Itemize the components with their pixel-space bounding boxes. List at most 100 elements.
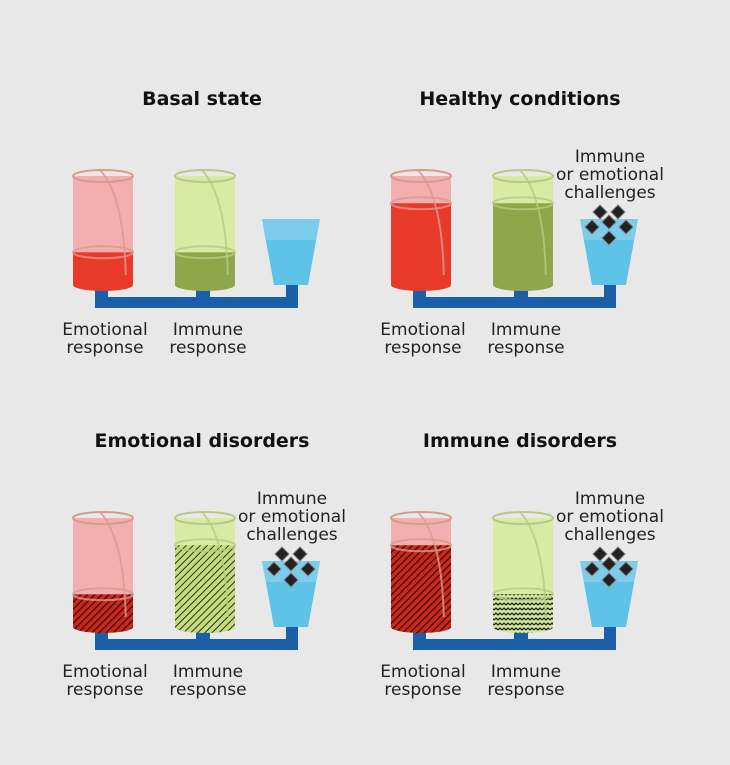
emotional-cylinder xyxy=(72,169,134,291)
panel-title: Immune disorders xyxy=(423,430,617,452)
challenge-label: or emotional xyxy=(556,507,664,527)
challenge-label: or emotional xyxy=(238,507,346,527)
immune-cylinder-handle-line xyxy=(201,511,229,618)
immune-cylinder xyxy=(492,169,554,291)
emotional-cylinder-bottom xyxy=(73,621,133,633)
immune-cylinder-bottom xyxy=(493,621,553,633)
challenge-particle xyxy=(618,561,634,577)
immune-cylinder-top-rim xyxy=(174,511,236,525)
panel-title: Healthy conditions xyxy=(419,88,620,110)
emotional-response-label: Emotional xyxy=(62,320,147,340)
panel-0: Basal stateEmotionalresponseImmunerespon… xyxy=(62,88,320,358)
emotional-response-label: Emotional xyxy=(62,662,147,682)
emotional-cylinder-fill xyxy=(391,545,451,627)
challenge-particle xyxy=(584,219,600,235)
emotional-response-label: response xyxy=(384,680,461,700)
challenge-particle xyxy=(283,572,299,588)
immune-cylinder-bottom xyxy=(493,279,553,291)
immune-cylinder-level-rim xyxy=(492,587,554,602)
challenge-label: challenges xyxy=(246,525,337,545)
emotional-cylinder-top-rim xyxy=(72,511,134,525)
immune-cylinder-bottom xyxy=(175,621,235,633)
challenge-particle xyxy=(601,214,617,230)
challenge-particle xyxy=(610,546,626,562)
challenge-label: challenges xyxy=(564,183,655,203)
challenge-particle xyxy=(292,546,308,562)
emotional-cylinder-bottom xyxy=(391,279,451,291)
emotional-response-label: response xyxy=(66,338,143,358)
connecting-pipe xyxy=(413,627,616,650)
immune-cylinder-top-rim xyxy=(492,511,554,525)
emotional-cylinder-handle-line xyxy=(99,511,127,618)
immune-cylinder-fill xyxy=(493,203,553,285)
immune-cylinder-bottom xyxy=(175,279,235,291)
immune-response-label: response xyxy=(169,680,246,700)
emotional-cylinder xyxy=(390,169,452,291)
emotional-cylinder-handle-line xyxy=(417,511,445,618)
connecting-pipe xyxy=(95,285,298,308)
challenge-particle xyxy=(584,561,600,577)
challenge-particle xyxy=(601,230,617,246)
emotional-cylinder-level-rim xyxy=(390,196,452,211)
emotional-cylinder-level-rim xyxy=(390,538,452,553)
emotional-cylinder-handle-line xyxy=(99,169,127,276)
emotional-response-label: Emotional xyxy=(380,320,465,340)
challenge-label: challenges xyxy=(564,525,655,545)
challenge-particle xyxy=(592,204,608,220)
cup-highlight xyxy=(262,219,320,240)
challenge-label: Immune xyxy=(575,489,645,509)
emotional-response-label: response xyxy=(66,680,143,700)
emotional-response-label: response xyxy=(384,338,461,358)
emotional-cylinder-top-rim xyxy=(390,511,452,525)
panel-title: Basal state xyxy=(142,88,262,110)
immune-cylinder xyxy=(174,169,236,291)
connecting-pipe xyxy=(95,627,298,650)
challenge-particle xyxy=(300,561,316,577)
challenge-label: Immune xyxy=(575,147,645,167)
challenge-label: or emotional xyxy=(556,165,664,185)
challenge-particle xyxy=(601,556,617,572)
immune-cylinder-handle-line xyxy=(519,511,547,618)
challenge-particle xyxy=(274,546,290,562)
emotional-cylinder xyxy=(390,511,452,633)
immune-response-label: Immune xyxy=(173,662,243,682)
immune-cylinder-level-rim xyxy=(174,245,236,260)
immune-cylinder-top-rim xyxy=(174,169,236,183)
immune-cylinder-fill xyxy=(175,545,235,627)
immune-response-label: response xyxy=(169,338,246,358)
panel-title: Emotional disorders xyxy=(95,430,310,452)
immune-cylinder-handle-line xyxy=(201,169,229,276)
challenge-particle xyxy=(610,204,626,220)
emotional-cylinder xyxy=(72,511,134,633)
immune-response-label: Immune xyxy=(491,662,561,682)
immune-response-label: response xyxy=(487,680,564,700)
immune-cylinder xyxy=(174,511,236,633)
immune-response-label: Immune xyxy=(491,320,561,340)
challenge-label: Immune xyxy=(257,489,327,509)
immune-response-label: Immune xyxy=(173,320,243,340)
emotional-cylinder-top-rim xyxy=(390,169,452,183)
immune-cylinder-level-rim xyxy=(174,538,236,553)
emotional-cylinder-bottom xyxy=(391,621,451,633)
immune-response-label: response xyxy=(487,338,564,358)
challenge-particle xyxy=(266,561,282,577)
emotional-cylinder-handle-line xyxy=(417,169,445,276)
immune-cylinder-level-rim xyxy=(492,196,554,211)
immune-cylinder-top-rim xyxy=(492,169,554,183)
emotional-cylinder-top-rim xyxy=(72,169,134,183)
connecting-pipe xyxy=(413,285,616,308)
emotional-cylinder-bottom xyxy=(73,279,133,291)
challenge-particle xyxy=(283,556,299,572)
challenge-particle xyxy=(592,546,608,562)
immune-cylinder-handle-line xyxy=(519,169,547,276)
challenge-particle xyxy=(618,219,634,235)
emotional-cylinder-level-rim xyxy=(72,587,134,602)
emotional-response-label: Emotional xyxy=(380,662,465,682)
emotional-cylinder-fill xyxy=(391,203,451,285)
immune-cylinder xyxy=(492,511,554,633)
emotional-cylinder-level-rim xyxy=(72,245,134,260)
